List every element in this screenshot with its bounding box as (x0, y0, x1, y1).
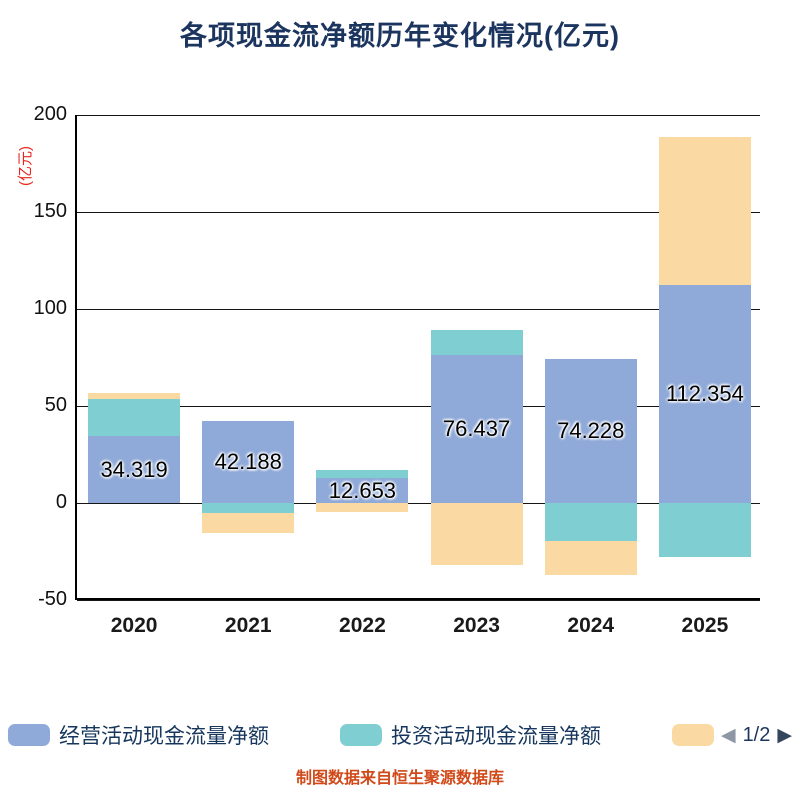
bar-segment[interactable] (316, 470, 409, 479)
x-tick-label: 2022 (339, 614, 386, 637)
bar-segment[interactable] (430, 503, 523, 565)
x-tick-label: 2025 (681, 614, 729, 637)
legend-label-investing: 投资活动现金流量净额 (390, 725, 601, 748)
bar-segment[interactable] (316, 478, 409, 503)
gridline (77, 600, 760, 601)
legend-next-page-icon[interactable]: ▶ (777, 724, 792, 746)
bar-segment[interactable] (202, 421, 295, 503)
legend-swatch-operating (8, 724, 50, 746)
bar-segment[interactable] (88, 436, 181, 503)
bar-value-label: 34.319 (100, 456, 168, 482)
data-source-note: 制图数据来自恒生聚源数据库 (295, 770, 504, 787)
bar-value-label: 42.188 (214, 449, 282, 475)
bar-segment[interactable] (658, 503, 751, 557)
bar-segment[interactable] (316, 503, 409, 512)
gridline (77, 503, 760, 504)
y-axis-labels: 200 150 100 50 0 -50 (0, 103, 67, 610)
bar-segment[interactable] (544, 358, 637, 503)
bar-segment[interactable] (88, 393, 181, 399)
legend-item-financing-cash-flow[interactable] (671, 724, 714, 746)
x-tick-label: 2023 (453, 614, 500, 637)
plot-area: 34.319 2020 42.188 2021 12.653 2022 76.437 2023… (75, 115, 760, 637)
y-tick-label: 100 (33, 297, 67, 319)
bar-segment[interactable] (202, 503, 295, 513)
x-tick-label: 2021 (224, 614, 272, 637)
bar-segment[interactable] (430, 354, 523, 503)
legend-label-operating: 经营活动现金流量净额 (59, 725, 269, 748)
bar-value-label: 112.354 (665, 381, 744, 407)
y-tick-label: 150 (33, 200, 67, 222)
bar-segment[interactable] (658, 285, 751, 503)
legend-page-indicator: 1/2 (742, 723, 771, 746)
bar-segment[interactable] (658, 136, 751, 286)
bar-segment[interactable] (202, 512, 295, 534)
legend-pagination-group: ◀ 1/2 ▶ (671, 723, 792, 747)
bar-segment[interactable] (544, 503, 637, 542)
gridline (77, 406, 760, 407)
gridline (77, 309, 760, 310)
gridline (77, 115, 760, 116)
bar-value-label: 74.228 (557, 417, 625, 443)
chart-title: 各项现金流净额历年变化情况(亿元) (180, 21, 620, 51)
bar-value-label: 76.437 (442, 415, 511, 441)
gridline (77, 212, 760, 213)
y-tick-label: -50 (38, 588, 67, 610)
y-tick-label: 50 (44, 394, 67, 416)
legend: 经营活动现金流量净额 投资活动现金流量净额 ◀ 1/2 ▶ (0, 720, 800, 750)
bar-segment[interactable] (544, 541, 637, 575)
x-tick-label: 2024 (567, 614, 615, 637)
y-tick-label: 0 (55, 491, 67, 513)
y-tick-label: 200 (33, 103, 67, 125)
x-tick-label: 2020 (110, 614, 158, 637)
bar-value-label: 12.653 (328, 477, 397, 503)
legend-item-operating-cash-flow[interactable]: 经营活动现金流量净额 (8, 720, 269, 750)
bar-segment[interactable] (88, 398, 181, 437)
legend-swatch-financing (671, 724, 714, 746)
bar-segment[interactable] (430, 329, 523, 355)
legend-swatch-investing (339, 724, 382, 746)
legend-prev-page-icon[interactable]: ◀ (720, 724, 736, 746)
legend-item-investing-cash-flow[interactable]: 投资活动现金流量净额 (339, 720, 601, 750)
